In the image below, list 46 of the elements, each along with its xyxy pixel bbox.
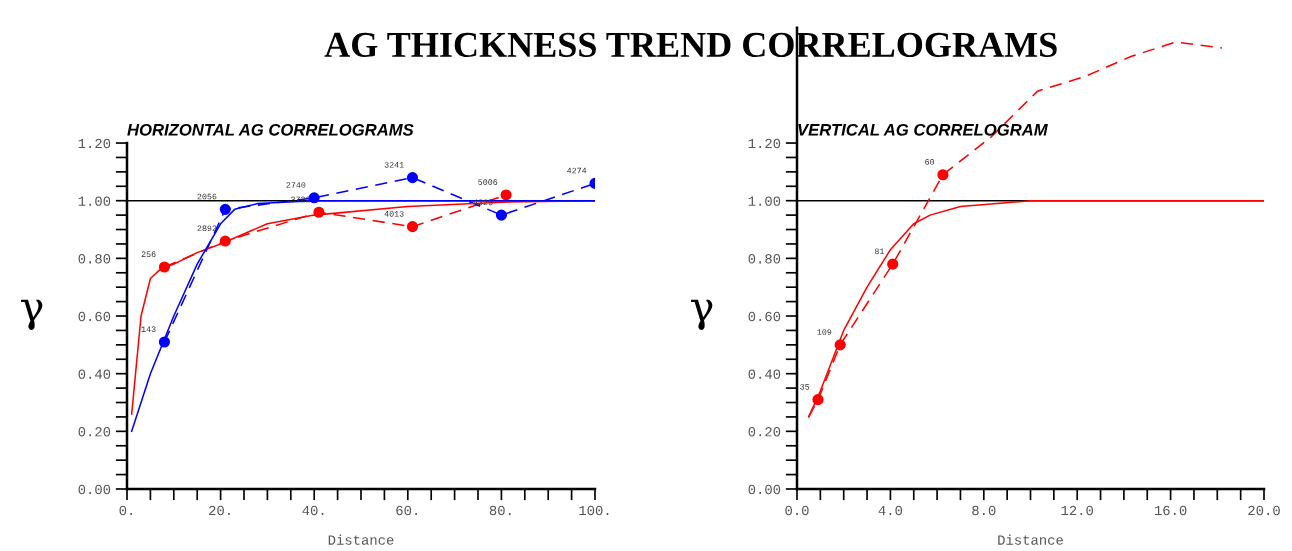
x-tick-label: 0.0 bbox=[785, 505, 809, 516]
annotation: 2056 bbox=[197, 193, 217, 200]
annotation: 35 bbox=[800, 383, 810, 390]
y-tick-label: 0.40 bbox=[748, 369, 781, 379]
x-axis-title: Distance bbox=[998, 534, 1063, 545]
y-tick-label: 0.00 bbox=[748, 484, 781, 495]
y-tick-label: 0.40 bbox=[78, 369, 111, 379]
annotation: 60 bbox=[925, 159, 935, 165]
y-tick-label: 1.20 bbox=[748, 138, 781, 149]
annotation: 143 bbox=[141, 326, 156, 332]
annotation: 2740 bbox=[286, 182, 306, 188]
annotation: 4323 bbox=[473, 199, 493, 206]
y-tick-label: 1.00 bbox=[78, 196, 111, 206]
x-tick-label: 4.0 bbox=[878, 505, 903, 516]
x-tick-label: 20. bbox=[209, 505, 230, 516]
x-tick-label: 0. bbox=[119, 505, 132, 516]
annotation: 4013 bbox=[384, 211, 404, 217]
y-tick-label: 0.00 bbox=[78, 484, 111, 495]
y-tick-label: 0.80 bbox=[78, 254, 111, 264]
annotation: 4274 bbox=[567, 167, 587, 174]
x-tick-label: 80. bbox=[489, 505, 511, 516]
y-tick-label: 0.20 bbox=[748, 427, 781, 437]
annotation: 109 bbox=[817, 329, 832, 335]
x-tick-label: 100. bbox=[579, 505, 609, 516]
annotation: 3722 bbox=[291, 196, 310, 203]
x-tick-label: 40. bbox=[302, 505, 324, 516]
y-tick-label: 0.20 bbox=[78, 427, 111, 437]
y-tick-label: 0.60 bbox=[78, 311, 111, 322]
y-axis-title: γ bbox=[691, 299, 713, 331]
annotation: 81 bbox=[874, 248, 884, 255]
y-tick-label: 0.60 bbox=[748, 311, 781, 322]
chart-subtitle: HORIZONTAL AG CORRELOGRAMS bbox=[127, 123, 414, 136]
y-tick-label: 1.00 bbox=[748, 196, 781, 206]
x-tick-label: 20.0 bbox=[1248, 505, 1280, 516]
y-axis-title: γ bbox=[21, 299, 43, 331]
annotation: 3241 bbox=[384, 162, 404, 168]
text: VERTICAL AG CORRELOGRAM bbox=[798, 123, 1048, 136]
y-tick-label: 1.20 bbox=[78, 138, 111, 149]
y-tick-label: 0.80 bbox=[748, 254, 781, 264]
annotation: 5006 bbox=[478, 179, 498, 185]
annotation: 256 bbox=[141, 251, 156, 258]
x-tick-label: 16.0 bbox=[1154, 505, 1187, 516]
x-tick-label: 60. bbox=[396, 505, 417, 516]
x-axis-title: Distance bbox=[328, 534, 394, 545]
x-tick-label: 12.0 bbox=[1061, 505, 1094, 516]
x-tick-label: 8.0 bbox=[972, 505, 996, 516]
